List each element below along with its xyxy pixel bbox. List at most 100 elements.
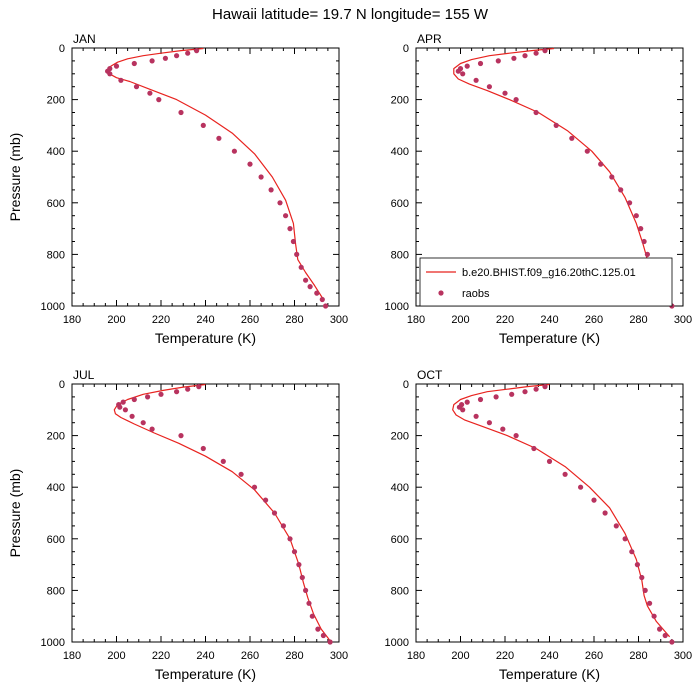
- x-tick-label: 240: [196, 650, 214, 662]
- raobs-point: [509, 391, 515, 397]
- raobs-point: [533, 109, 539, 116]
- raobs-point: [298, 264, 304, 270]
- raobs-point: [546, 458, 553, 464]
- raobs-point: [613, 523, 619, 529]
- raobs-point: [562, 471, 568, 477]
- raobs-point: [464, 399, 470, 405]
- raobs-point: [133, 84, 140, 90]
- raobs-point: [315, 626, 321, 632]
- raobs-point: [533, 386, 539, 392]
- raobs-point: [238, 471, 244, 477]
- x-tick-label: 280: [285, 650, 303, 662]
- y-tick-label: 400: [47, 482, 65, 494]
- raobs-point: [107, 71, 113, 77]
- raobs-point: [120, 399, 126, 405]
- raobs-point: [145, 394, 151, 400]
- raobs-point: [327, 639, 333, 645]
- raobs-point: [307, 284, 313, 290]
- y-tick-label: 200: [391, 95, 409, 107]
- raobs-point: [455, 68, 461, 74]
- raobs-point: [486, 84, 492, 90]
- raobs-point: [638, 226, 644, 232]
- raobs-point: [486, 420, 492, 426]
- raobs-point: [320, 632, 326, 639]
- x-axis-label: Temperature (K): [155, 666, 256, 682]
- raobs-point: [200, 445, 206, 452]
- raobs-point: [639, 574, 645, 581]
- raobs-point: [493, 394, 499, 400]
- raobs-point: [194, 48, 200, 54]
- figure-title: Hawaii latitude= 19.7 N longitude= 155 W: [212, 6, 489, 23]
- raobs-point: [522, 53, 528, 59]
- panel-apr: 180 200 220 240 260 280 300 0 200 400 600 800 1000 AP…: [385, 32, 693, 346]
- raobs-point: [578, 484, 584, 490]
- raobs-point: [319, 296, 325, 303]
- x-tick-label: 260: [241, 314, 259, 326]
- y-tick-label: 0: [59, 43, 65, 55]
- x-axis-label: Temperature (K): [155, 330, 256, 346]
- raobs-point: [258, 174, 264, 180]
- raobs-point: [178, 433, 184, 439]
- panel-jul: 180 200 220 240 260 280 300 0 200 400 600 800 1000 JU…: [7, 368, 348, 682]
- legend-label: b.e20.BHIST.f09_g16.20thC.125.01: [462, 267, 636, 279]
- x-tick-label: 200: [451, 314, 469, 326]
- x-tick-label: 260: [585, 314, 603, 326]
- x-tick-label: 180: [63, 650, 81, 662]
- y-tick-label: 800: [47, 585, 65, 597]
- x-tick-label: 220: [496, 314, 514, 326]
- raobs-point: [647, 600, 653, 606]
- x-axis-label: Temperature (K): [499, 666, 600, 682]
- raobs-point: [290, 238, 296, 245]
- x-tick-label: 300: [330, 650, 348, 662]
- raobs-point: [283, 213, 289, 219]
- raobs-point: [185, 50, 191, 56]
- raobs-point: [602, 510, 608, 516]
- raobs-point: [591, 497, 597, 503]
- y-tick-label: 1000: [41, 637, 65, 649]
- y-tick-label: 1000: [41, 301, 65, 313]
- raobs-point: [644, 251, 651, 257]
- raobs-point: [495, 58, 501, 64]
- raobs-point: [460, 407, 466, 413]
- raobs-point: [129, 413, 135, 419]
- raobs-point: [584, 148, 590, 154]
- raobs-point: [271, 510, 278, 516]
- x-tick-label: 300: [674, 314, 692, 326]
- panel-jan: 180 200 220 240 260 280 300 0 200 400 600 800 1000 JA…: [7, 32, 348, 346]
- plot-frame: [415, 383, 684, 643]
- raobs-point: [511, 55, 517, 61]
- x-tick-label: 260: [241, 650, 259, 662]
- raobs-point: [247, 161, 253, 167]
- x-tick-label: 180: [63, 314, 81, 326]
- y-tick-label: 400: [391, 146, 409, 158]
- raobs-point: [464, 63, 470, 69]
- x-tick-label: 240: [540, 650, 558, 662]
- model-profile-line: [452, 383, 671, 638]
- raobs-point: [158, 391, 164, 397]
- raobs-point: [309, 613, 315, 619]
- raobs-point: [263, 497, 269, 503]
- raobs-point: [542, 384, 548, 390]
- raobs-point: [531, 445, 537, 452]
- raobs-point: [291, 549, 298, 555]
- raobs-point: [533, 50, 539, 56]
- raobs-point: [149, 426, 155, 432]
- raobs-point: [162, 55, 168, 61]
- x-axis-label: Temperature (K): [499, 330, 600, 346]
- raobs-point: [156, 97, 162, 103]
- y-tick-label: 800: [47, 249, 65, 261]
- plot-frame: [71, 383, 340, 643]
- y-tick-label: 800: [391, 249, 409, 261]
- raobs-point: [477, 60, 484, 67]
- legend-box: [419, 257, 673, 307]
- panel-oct: 180 200 220 240 260 280 300 0 200 400 600 800 1000 OC…: [385, 368, 693, 682]
- raobs-point: [598, 161, 604, 167]
- legend-marker-swatch: [438, 290, 444, 296]
- x-tick-label: 180: [407, 650, 425, 662]
- raobs-point: [642, 587, 648, 594]
- raobs-point: [569, 135, 575, 141]
- y-tick-label: 600: [47, 198, 65, 210]
- raobs-point: [296, 562, 302, 568]
- raobs-point: [609, 174, 615, 180]
- x-tick-label: 200: [107, 314, 125, 326]
